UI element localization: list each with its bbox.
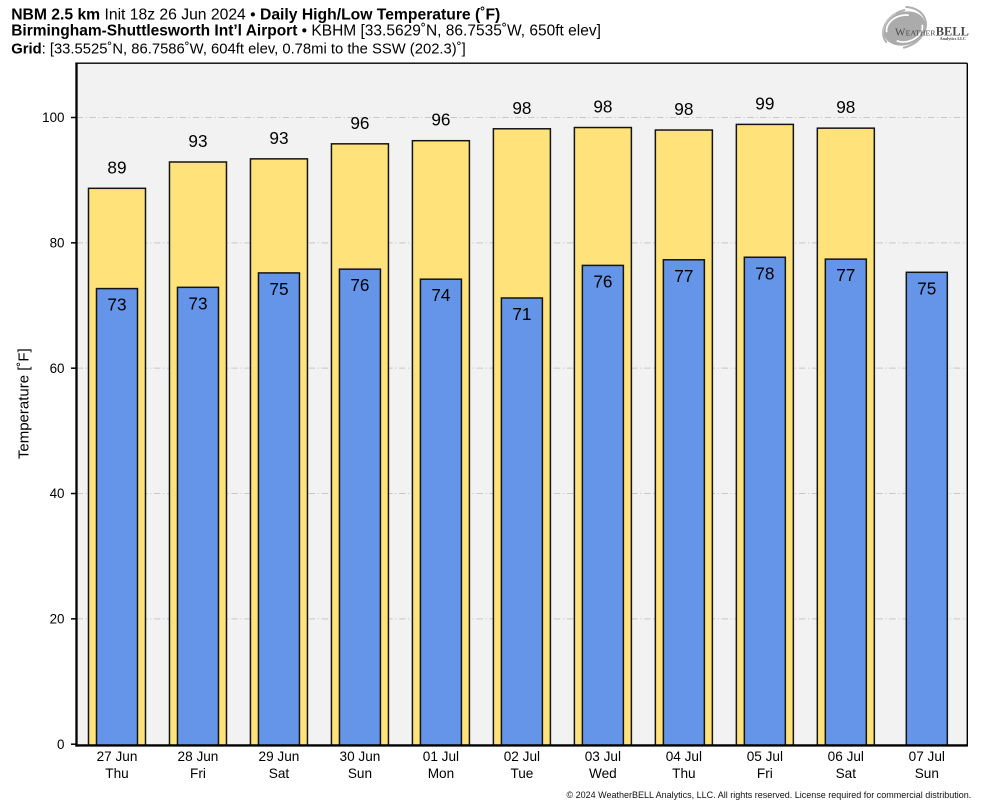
logo-brand-eather: EATHER — [906, 29, 937, 38]
high-value-label: 98 — [836, 97, 855, 117]
low-bar — [338, 268, 382, 747]
x-tick-day: Sat — [269, 766, 290, 781]
x-tick-date: 30 Jun — [340, 749, 381, 764]
high-value-label: 99 — [755, 93, 774, 113]
low-value-label: 75 — [917, 278, 936, 298]
title-segment: Birmingham-Shuttlesworth Int’l Airport — [11, 23, 297, 40]
swirl-body — [883, 11, 926, 46]
high-value-label: 93 — [188, 131, 207, 151]
high-value-label: 98 — [512, 98, 531, 118]
x-tick-date: 05 Jul — [747, 749, 783, 764]
x-tick-day: Sun — [915, 766, 939, 781]
high-value-label: 89 — [107, 157, 126, 177]
title-segment: Grid — [11, 41, 41, 57]
low-bar — [500, 297, 544, 747]
y-tick-label: 100 — [42, 110, 64, 125]
low-bar — [824, 258, 868, 747]
high-value-label: 96 — [431, 110, 450, 130]
plot-area: 0 20 40 60 80 100 89 73 27 Jun Thu 93 73 28 Jun Fri 93… — [16, 62, 968, 781]
weatherbell-logo: WEATHERBELL Analytics LLC — [875, 5, 969, 54]
x-tick-day: Sat — [836, 766, 857, 781]
x-tick-day: Thu — [105, 766, 128, 781]
low-value-label: 71 — [512, 304, 531, 324]
swirl-arc-white-top — [885, 14, 920, 42]
y-axis-title: Temperature [˚F] — [16, 348, 33, 459]
low-bar — [419, 278, 463, 747]
hurricane-swirl-icon — [875, 5, 938, 54]
low-bar — [95, 287, 139, 747]
y-tick-label: 60 — [50, 361, 65, 376]
low-bar — [257, 272, 301, 747]
low-value-label: 77 — [674, 266, 693, 286]
high-value-label: 98 — [593, 97, 612, 117]
low-value-label: 73 — [188, 293, 207, 313]
low-value-label: 76 — [593, 271, 612, 291]
x-tick-day: Thu — [672, 766, 695, 781]
x-tick-date: 04 Jul — [666, 749, 702, 764]
y-tick-label: 40 — [50, 486, 65, 501]
x-tick-day: Mon — [428, 766, 454, 781]
logo-brand-bell: BELL — [936, 25, 969, 39]
title-segment: NBM 2.5 km — [11, 7, 100, 24]
x-tick-day: Fri — [757, 766, 773, 781]
title-segment: • KBHM [33.5629˚N, 86.7535˚W, 650ft elev… — [297, 23, 601, 40]
low-bar — [176, 286, 220, 747]
swirl-arc-gray-top — [882, 8, 933, 51]
swirl-arc-white-bottom — [889, 15, 924, 43]
title-segment: Daily High/Low Temperature (˚F) — [260, 7, 500, 24]
x-tick-day: Fri — [190, 766, 206, 781]
x-tick-date: 28 Jun — [178, 749, 219, 764]
low-bar — [581, 264, 625, 747]
x-tick-day: Tue — [510, 766, 533, 781]
high-value-label: 93 — [269, 128, 288, 148]
x-tick-date: 29 Jun — [259, 749, 300, 764]
title-segment: : [33.5525˚N, 86.7586˚W, 604ft elev, 0.7… — [42, 41, 466, 57]
x-tick-date: 01 Jul — [423, 749, 459, 764]
x-tick-date: 27 Jun — [97, 749, 138, 764]
title-segment: • — [250, 7, 260, 24]
x-tick-date: 03 Jul — [585, 749, 621, 764]
title-line-1: NBM 2.5 km Init 18z 26 Jun 2024 • Daily … — [11, 7, 500, 24]
y-tick-label: 80 — [50, 236, 65, 251]
x-tick-day: Sun — [348, 766, 372, 781]
x-tick-date: 06 Jul — [828, 749, 864, 764]
low-value-label: 73 — [107, 295, 126, 315]
low-bar — [743, 256, 787, 747]
high-value-label: 96 — [350, 113, 369, 133]
swirl-arc-gray-bottom — [875, 5, 927, 50]
x-tick-date: 02 Jul — [504, 749, 540, 764]
low-value-label: 76 — [350, 275, 369, 295]
copyright-footer: © 2024 WeatherBELL Analytics, LLC. All r… — [566, 790, 971, 800]
x-tick-date: 07 Jul — [909, 749, 945, 764]
low-value-label: 75 — [269, 279, 288, 299]
low-value-label: 77 — [836, 265, 855, 285]
low-bar — [662, 259, 706, 747]
low-bar — [905, 271, 949, 747]
logo-brand-w: W — [895, 27, 906, 39]
high-value-label: 98 — [674, 99, 693, 119]
y-tick-label: 0 — [57, 737, 64, 752]
title-line-3: Grid: [33.5525˚N, 86.7586˚W, 604ft elev,… — [11, 41, 466, 57]
low-value-label: 78 — [755, 263, 774, 283]
logo-brand-text: WEATHERBELL — [895, 25, 969, 39]
title-line-2: Birmingham-Shuttlesworth Int’l Airport •… — [11, 23, 601, 40]
logo-subtitle: Analytics LLC — [940, 36, 966, 41]
y-tick-label: 20 — [50, 612, 65, 627]
x-tick-day: Wed — [589, 766, 617, 781]
title-segment: Init 18z 26 Jun 2024 — [100, 7, 250, 24]
low-value-label: 74 — [431, 285, 451, 305]
